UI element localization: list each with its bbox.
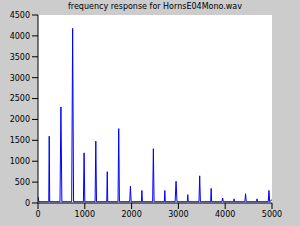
svg-text:2000: 2000 bbox=[10, 115, 30, 124]
svg-text:3000: 3000 bbox=[168, 210, 188, 219]
svg-text:1000: 1000 bbox=[10, 157, 30, 166]
svg-text:3500: 3500 bbox=[10, 53, 30, 62]
svg-text:0: 0 bbox=[35, 210, 40, 219]
svg-text:4500: 4500 bbox=[10, 11, 30, 20]
svg-text:5000: 5000 bbox=[262, 210, 282, 219]
svg-text:0: 0 bbox=[25, 199, 30, 208]
svg-text:2500: 2500 bbox=[10, 94, 30, 103]
html-text:frequency response for HornsE0: frequency response for HornsE04Mono.wav bbox=[68, 2, 242, 11]
svg-text:2000: 2000 bbox=[121, 210, 141, 219]
svg-text:500: 500 bbox=[15, 178, 30, 187]
svg-text:4000: 4000 bbox=[215, 210, 235, 219]
svg-text:1000: 1000 bbox=[75, 210, 95, 219]
svg-text:1500: 1500 bbox=[10, 136, 30, 145]
svg-text:3000: 3000 bbox=[10, 74, 30, 83]
svg-text:4000: 4000 bbox=[10, 32, 30, 41]
